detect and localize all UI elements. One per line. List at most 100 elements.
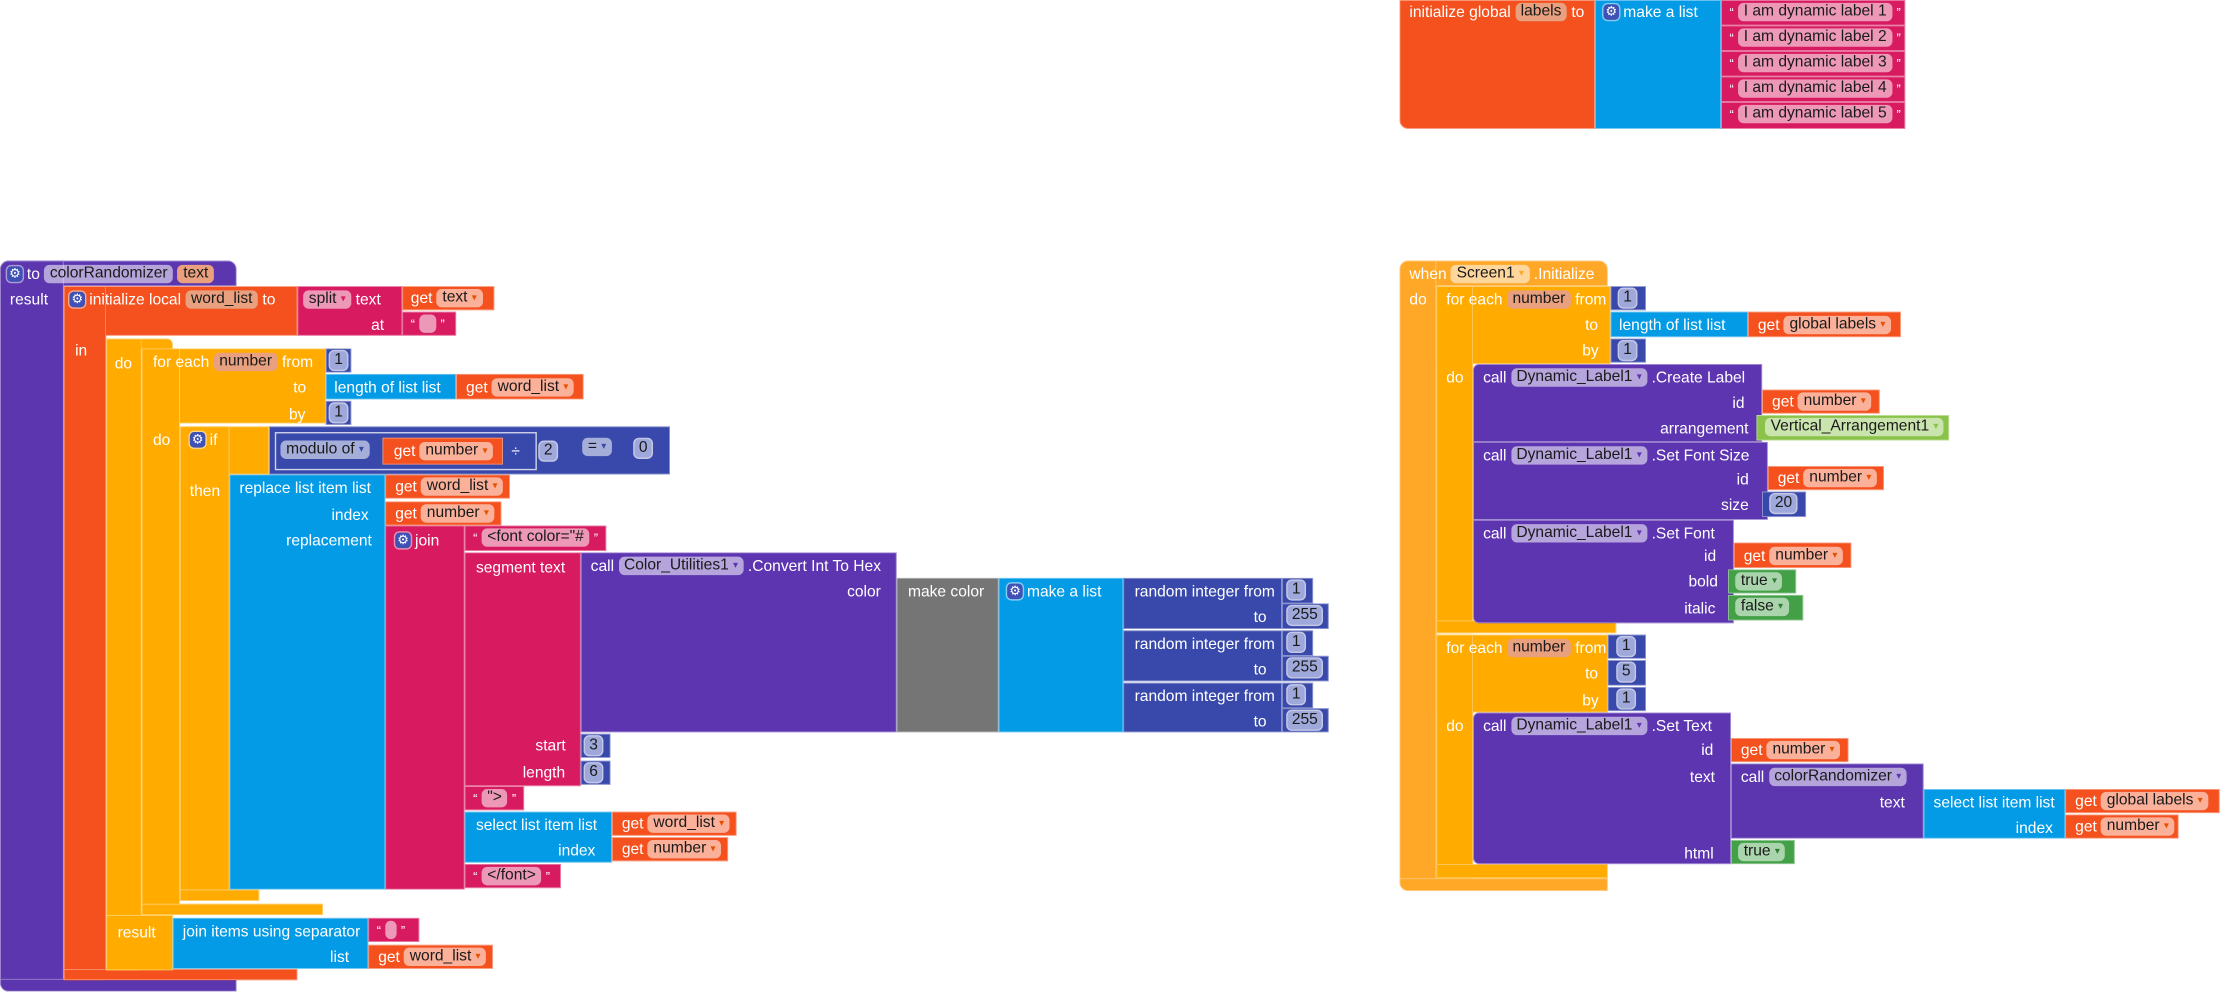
- loop-var[interactable]: number: [1506, 638, 1571, 658]
- to-field[interactable]: 255: [1287, 711, 1323, 730]
- random-integer-block-1[interactable]: [1123, 577, 1282, 629]
- by-field[interactable]: 1: [1617, 689, 1635, 709]
- text-field[interactable]: I am dynamic label 3: [1738, 53, 1893, 73]
- mutator-gear-icon[interactable]: ⚙: [189, 432, 206, 448]
- to-field[interactable]: 255: [1287, 658, 1323, 678]
- from-field[interactable]: 1: [1619, 288, 1637, 308]
- component-dropdown[interactable]: Dynamic_Label1 ▾: [1510, 446, 1648, 465]
- do-result-result-row[interactable]: [106, 915, 173, 971]
- var-dropdown[interactable]: number ▾: [2101, 817, 2175, 836]
- component-dropdown[interactable]: Dynamic_Label1 ▾: [1510, 524, 1648, 543]
- procedure-dropdown[interactable]: colorRandomizer ▾: [1768, 767, 1907, 787]
- from-field[interactable]: 1: [1617, 637, 1635, 656]
- boolean-dropdown[interactable]: true ▾: [1735, 572, 1783, 591]
- join-block[interactable]: [385, 525, 465, 890]
- length-of-list-block[interactable]: [1610, 311, 1748, 338]
- do-result-body[interactable]: [106, 338, 142, 971]
- text-field[interactable]: ">: [481, 788, 508, 808]
- segment-block[interactable]: [464, 552, 581, 787]
- var-dropdown[interactable]: global labels ▾: [1783, 315, 1891, 335]
- modulo-block[interactable]: [274, 432, 537, 471]
- boolean-dropdown[interactable]: false ▾: [1735, 597, 1789, 617]
- for-each-body[interactable]: [1436, 634, 1474, 879]
- split-dropdown[interactable]: split ▾: [303, 290, 352, 309]
- modulo-dropdown[interactable]: modulo of ▾: [280, 440, 370, 459]
- var-dropdown[interactable]: global labels ▾: [2101, 791, 2209, 811]
- divisor-field[interactable]: 2: [539, 441, 557, 461]
- number-field[interactable]: 1: [330, 351, 348, 370]
- mutator-gear-icon[interactable]: ⚙: [1007, 583, 1023, 600]
- from-field[interactable]: 1: [1287, 685, 1305, 705]
- length-field[interactable]: 6: [585, 763, 603, 782]
- component-dropdown[interactable]: Color_Utilities1 ▾: [618, 556, 744, 576]
- mutator-gear-icon[interactable]: ⚙: [395, 532, 411, 549]
- make-color-block[interactable]: [896, 577, 999, 733]
- var-dropdown[interactable]: word_list ▾: [404, 947, 487, 967]
- select-list-item-block[interactable]: [1923, 788, 2066, 839]
- rhs-field[interactable]: 0: [634, 439, 652, 458]
- size-field[interactable]: 20: [1770, 494, 1797, 513]
- from-field[interactable]: 1: [1287, 580, 1305, 600]
- text-field[interactable]: I am dynamic label 5: [1738, 104, 1893, 124]
- event-body[interactable]: [1399, 260, 1437, 891]
- initialize-global-block[interactable]: [1399, 0, 1595, 129]
- if-bottom[interactable]: [179, 889, 260, 901]
- text-field[interactable]: </font>: [481, 866, 542, 886]
- for-each-bottom[interactable]: [1436, 864, 1608, 879]
- for-each-bottom[interactable]: [141, 903, 323, 916]
- component-dropdown[interactable]: Vertical_Arrangement1 ▾: [1764, 417, 1945, 437]
- length-of-list-block[interactable]: [325, 373, 457, 400]
- from-field[interactable]: 1: [1287, 633, 1305, 652]
- initialize-local-bottom[interactable]: [63, 968, 298, 981]
- procedure-block-bottom[interactable]: [0, 978, 237, 992]
- var-dropdown[interactable]: number ▾: [1797, 392, 1872, 411]
- global-var-name[interactable]: labels: [1515, 2, 1568, 22]
- loop-var[interactable]: number: [213, 352, 278, 372]
- text-field[interactable]: [419, 314, 437, 333]
- make-a-list-block[interactable]: [998, 577, 1124, 733]
- var-dropdown[interactable]: text ▾: [436, 288, 483, 308]
- loop-var[interactable]: number: [1506, 290, 1571, 309]
- for-each-body[interactable]: [141, 348, 180, 913]
- text-field[interactable]: I am dynamic label 4: [1738, 79, 1893, 98]
- mutator-gear-icon[interactable]: ⚙: [7, 266, 23, 282]
- var-dropdown[interactable]: word_list ▾: [491, 378, 574, 397]
- mutator-gear-icon[interactable]: ⚙: [1603, 4, 1620, 20]
- boolean-dropdown[interactable]: true ▾: [1738, 842, 1786, 862]
- join-items-block[interactable]: [172, 917, 369, 969]
- text-field[interactable]: [385, 920, 397, 940]
- text-field[interactable]: I am dynamic label 1: [1738, 2, 1893, 22]
- random-integer-block-2[interactable]: [1123, 630, 1282, 682]
- for-each-bottom[interactable]: [1436, 620, 1617, 634]
- component-dropdown[interactable]: Screen1 ▾: [1450, 264, 1530, 284]
- var-dropdown[interactable]: number ▾: [647, 839, 722, 859]
- var-dropdown[interactable]: word_list ▾: [421, 477, 504, 496]
- var-dropdown[interactable]: number ▾: [1803, 468, 1878, 488]
- replace-list-item-block[interactable]: [229, 474, 386, 890]
- procedure-block-body[interactable]: [0, 260, 64, 992]
- mutator-gear-icon[interactable]: ⚙: [69, 291, 85, 308]
- event-bottom[interactable]: [1399, 878, 1608, 891]
- number-field[interactable]: 1: [330, 403, 348, 423]
- set-text-block[interactable]: [1473, 712, 1731, 865]
- if-body[interactable]: [179, 426, 230, 901]
- var-dropdown[interactable]: number ▾: [1769, 546, 1844, 566]
- start-field[interactable]: 3: [585, 736, 603, 755]
- procedure-name-field[interactable]: colorRandomizer: [44, 264, 174, 284]
- initialize-local-body[interactable]: [63, 286, 107, 981]
- component-dropdown[interactable]: Dynamic_Label1 ▾: [1510, 368, 1648, 387]
- var-dropdown[interactable]: number ▾: [421, 504, 495, 523]
- var-dropdown[interactable]: number ▾: [1766, 740, 1841, 760]
- compare-op-dropdown[interactable]: = ▾: [582, 437, 612, 457]
- var-dropdown[interactable]: word_list ▾: [647, 814, 730, 833]
- text-field[interactable]: I am dynamic label 2: [1738, 28, 1893, 47]
- text-field[interactable]: <font color="#: [481, 528, 590, 547]
- by-field[interactable]: 1: [1619, 341, 1637, 360]
- component-dropdown[interactable]: Dynamic_Label1 ▾: [1510, 716, 1648, 736]
- local-var-name[interactable]: word_list: [185, 290, 259, 309]
- random-integer-block-3[interactable]: [1123, 682, 1282, 733]
- procedure-param[interactable]: text: [177, 264, 215, 284]
- for-each-body[interactable]: [1436, 286, 1474, 634]
- convert-int-to-hex-block[interactable]: [580, 552, 897, 733]
